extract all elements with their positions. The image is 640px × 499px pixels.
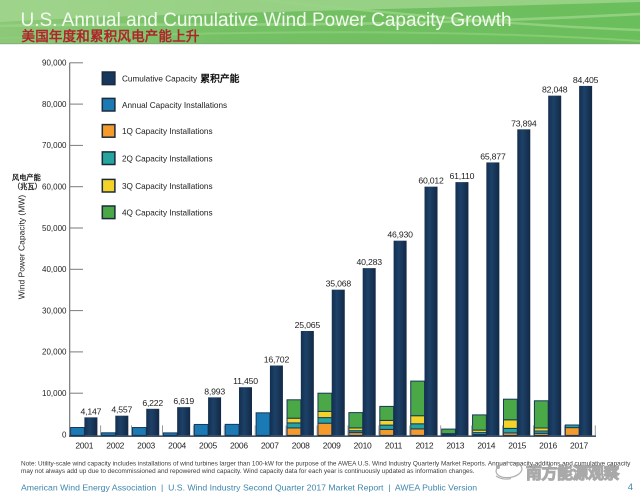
svg-text:40,283: 40,283 (357, 257, 383, 267)
svg-text:2001: 2001 (75, 441, 93, 451)
svg-text:4: 4 (628, 481, 633, 492)
svg-text:73,894: 73,894 (511, 118, 537, 128)
svg-text:2015: 2015 (508, 441, 526, 451)
svg-text:2016: 2016 (539, 441, 557, 451)
svg-text:40,000: 40,000 (42, 265, 67, 274)
svg-text:2002: 2002 (106, 441, 124, 451)
svg-text:82,048: 82,048 (542, 85, 568, 95)
svg-text:25,065: 25,065 (295, 320, 321, 330)
svg-text:2009: 2009 (323, 441, 341, 451)
svg-text:U.S. Annual and Cumulative Win: U.S. Annual and Cumulative Wind Power Ca… (21, 10, 512, 31)
svg-text:0: 0 (62, 430, 67, 439)
svg-text:65,877: 65,877 (480, 151, 506, 161)
svg-text:4,147: 4,147 (81, 406, 102, 416)
svg-text:2010: 2010 (354, 441, 372, 451)
svg-text:美国年度和累积风电产能上升: 美国年度和累积风电产能上升 (22, 28, 200, 44)
svg-text:Wind Power Capacity (MW): Wind Power Capacity (MW) (17, 195, 27, 300)
svg-text:南方能源观察: 南方能源观察 (526, 464, 619, 483)
svg-text:Annual Capacity Installations: Annual Capacity Installations (122, 101, 227, 110)
svg-text:2017: 2017 (570, 441, 588, 451)
svg-text:2008: 2008 (292, 441, 310, 451)
svg-text:60,000: 60,000 (42, 183, 67, 192)
svg-text:90,000: 90,000 (42, 59, 67, 68)
svg-text:80,000: 80,000 (42, 100, 67, 109)
svg-text:61,110: 61,110 (450, 171, 475, 181)
svg-text:4,557: 4,557 (111, 405, 132, 415)
svg-text:30,000: 30,000 (42, 306, 67, 315)
svg-text:35,068: 35,068 (326, 279, 352, 289)
svg-text:11,450: 11,450 (233, 376, 258, 386)
svg-text:Note: Utility-scale wind capac: Note: Utility-scale wind capacity includ… (21, 461, 631, 468)
svg-text:may not always add up due to d: may not always add up due to decommissio… (21, 468, 475, 475)
svg-text:2005: 2005 (199, 441, 217, 451)
svg-text:累积产能: 累积产能 (200, 72, 239, 85)
svg-text:2013: 2013 (446, 441, 464, 451)
svg-text:2003: 2003 (137, 441, 155, 451)
svg-text:6,619: 6,619 (173, 396, 194, 406)
svg-text:2012: 2012 (415, 441, 433, 451)
svg-text:16,702: 16,702 (264, 355, 290, 365)
svg-text:American Wind Energy Associati: American Wind Energy Association | U.S. … (21, 483, 477, 493)
svg-text:60,012: 60,012 (418, 176, 444, 186)
svg-text:1Q Capacity Installations: 1Q Capacity Installations (122, 127, 213, 136)
svg-text:2004: 2004 (168, 441, 186, 451)
svg-text:风电产能: 风电产能 (12, 173, 42, 182)
svg-text:（兆瓦）: （兆瓦） (13, 182, 42, 191)
svg-text:6,222: 6,222 (142, 398, 163, 408)
svg-text:46,930: 46,930 (387, 230, 413, 240)
svg-text:70,000: 70,000 (42, 141, 67, 150)
svg-text:10,000: 10,000 (42, 389, 67, 398)
svg-text:20,000: 20,000 (42, 348, 67, 357)
svg-text:84,405: 84,405 (573, 75, 599, 85)
svg-text:8,993: 8,993 (204, 386, 225, 396)
svg-text:Cumulative Capacity: Cumulative Capacity (122, 75, 198, 84)
svg-text:2014: 2014 (477, 441, 495, 451)
svg-text:2006: 2006 (230, 441, 248, 451)
svg-text:50,000: 50,000 (42, 224, 67, 233)
svg-text:3Q Capacity Installations: 3Q Capacity Installations (122, 182, 213, 191)
svg-text:4Q Capacity Installations: 4Q Capacity Installations (122, 209, 213, 218)
svg-text:2011: 2011 (385, 441, 403, 451)
svg-text:2007: 2007 (261, 441, 279, 451)
svg-text:2Q Capacity Installations: 2Q Capacity Installations (122, 154, 213, 163)
